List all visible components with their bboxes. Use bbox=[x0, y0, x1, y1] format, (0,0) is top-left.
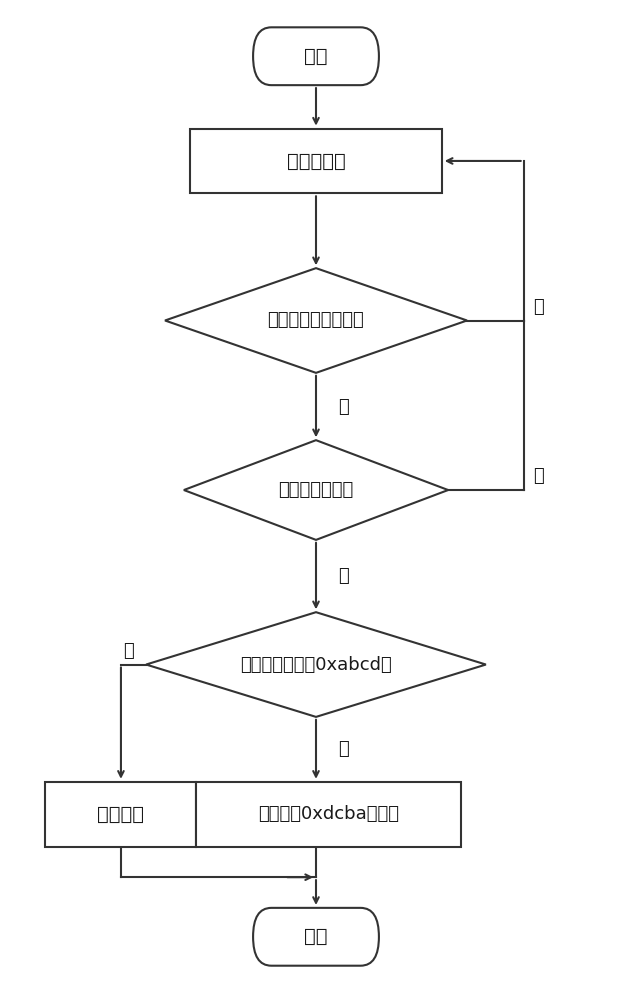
Text: 是: 是 bbox=[338, 398, 349, 416]
Text: 否: 否 bbox=[533, 467, 544, 485]
FancyBboxPatch shape bbox=[190, 129, 442, 193]
Text: 开始: 开始 bbox=[304, 47, 328, 66]
Text: 结束: 结束 bbox=[304, 927, 328, 946]
Text: 是: 是 bbox=[338, 740, 349, 758]
Text: 地址是否匹配？: 地址是否匹配？ bbox=[278, 481, 354, 499]
FancyBboxPatch shape bbox=[253, 908, 379, 966]
FancyBboxPatch shape bbox=[253, 27, 379, 85]
Text: 报警处理: 报警处理 bbox=[97, 805, 145, 824]
Text: 否: 否 bbox=[533, 298, 544, 316]
Text: 数据初始化: 数据初始化 bbox=[287, 151, 345, 170]
Text: 否: 否 bbox=[123, 642, 133, 660]
Polygon shape bbox=[146, 612, 486, 717]
Polygon shape bbox=[184, 440, 448, 540]
Text: 是否接受到数据帧？: 是否接受到数据帧？ bbox=[267, 312, 365, 330]
FancyBboxPatch shape bbox=[46, 782, 197, 847]
Polygon shape bbox=[165, 268, 467, 373]
FancyBboxPatch shape bbox=[197, 782, 461, 847]
Text: 是: 是 bbox=[338, 567, 349, 585]
Text: 接受数据是否为0xabcd？: 接受数据是否为0xabcd？ bbox=[240, 656, 392, 674]
Text: 发送数据0xdcba数据帧: 发送数据0xdcba数据帧 bbox=[258, 805, 399, 823]
